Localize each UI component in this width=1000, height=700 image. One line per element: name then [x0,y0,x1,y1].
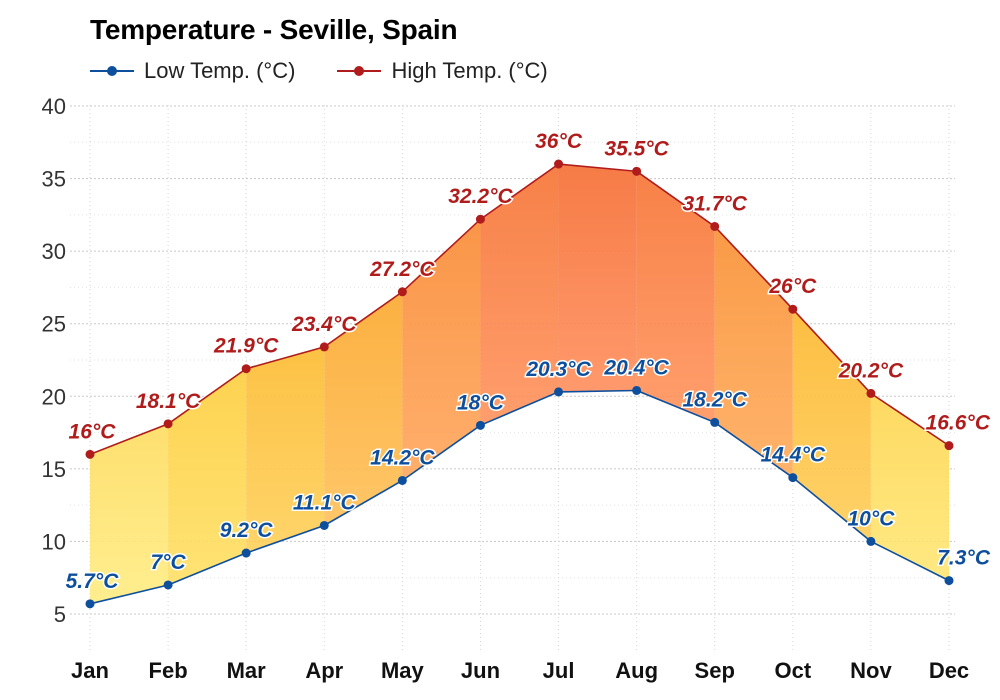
label-layer: 16°C 18.1°C 21.9°C 23.4°C 27.2°C 32.2°C 36°C 35… [64,129,992,595]
x-tick-label-sep: Sep [695,658,735,683]
temp-band-segment [792,309,871,542]
high-data-label: 16.6°C [926,412,991,435]
high-data-label: 32.2°C [448,185,513,208]
high-data-label: 23.4°C [291,313,357,336]
high-temp-point [397,287,407,297]
low-data-label: 20.3°C [525,358,591,381]
legend-low-label: Low Temp. (°C) [144,58,296,83]
y-tick-label: 35 [42,167,66,192]
low-temp-point [554,387,564,397]
temp-band-segment [870,393,949,581]
y-tick-label: 30 [42,239,66,264]
low-data-label: 10°C [847,507,895,530]
temp-band-segment [402,219,481,481]
legend-item-low: Low Temp. (°C) [88,58,295,84]
high-temp-point [319,342,329,352]
low-temp-point [866,536,876,546]
high-data-label: 26°C [768,275,817,298]
low-data-label: 9.2°C [220,519,274,542]
x-tick-label-feb: Feb [149,658,188,683]
high-data-label: 27.2°C [369,258,435,281]
y-tick-label: 40 [42,94,66,119]
high-data-label: 18.1°C [136,390,201,413]
low-temp-point [944,576,954,586]
x-tick-label-mar: Mar [227,658,267,683]
y-tick-label: 25 [42,312,66,337]
high-temp-line [89,163,950,456]
legend: Low Temp. (°C) High Temp. (°C) [88,58,548,84]
high-temp-point [710,221,720,231]
x-tick-label-jul: Jul [543,658,575,683]
temp-band-segment [246,346,325,554]
low-temp-point [632,385,642,395]
low-temp-point [475,420,485,430]
low-temp-point [163,580,173,590]
temp-band-segment [324,291,403,526]
high-data-label: 21.9°C [213,335,279,358]
chart-title: Temperature - Seville, Spain [90,14,458,45]
low-data-label: 7.3°C [937,547,991,570]
x-tick-label-nov: Nov [850,658,892,683]
x-tick-label-apr: Apr [305,658,343,683]
low-data-label: 7°C [150,551,186,574]
area-layer [90,164,949,604]
low-temp-line [89,389,950,605]
high-temp-point [241,364,251,374]
high-temp-point [554,159,564,169]
line-layer [85,159,954,609]
y-tick-label: 20 [42,384,66,409]
low-temp-point [319,520,329,530]
legend-high-label: High Temp. (°C) [391,58,548,83]
legend-item-high: High Temp. (°C) [335,58,548,84]
high-temp-point [866,388,876,398]
high-temp-point [632,166,642,176]
legend-high-swatch-icon [337,66,382,76]
high-data-label: 20.2°C [838,359,904,382]
low-temp-point [397,475,407,485]
low-data-label: 5.7°C [66,570,120,593]
y-tick-label: 15 [42,457,66,482]
low-data-label: 18°C [457,391,505,414]
low-data-label: 18.2°C [683,388,748,411]
temp-band-segment [168,368,247,585]
high-temp-point [944,441,954,451]
high-temp-point [475,214,485,224]
high-temp-point [85,449,95,459]
low-data-label: 14.2°C [370,446,435,469]
legend-low-swatch-icon [90,66,134,76]
axis-layer: 5 10 15 20 25 30 35 40 Jan Feb Mar Apr May Jun Jul Aug S… [42,94,970,683]
temp-band-segment [90,423,169,604]
x-tick-label-may: May [381,658,425,683]
x-tick-label-oct: Oct [774,658,811,683]
high-data-label: 16°C [69,420,117,443]
temp-band-segment [480,164,559,426]
y-tick-label: 5 [54,602,66,627]
low-temp-point [788,473,798,483]
high-data-label: 36°C [535,130,583,153]
x-tick-label-aug: Aug [615,658,658,683]
low-data-label: 11.1°C [293,491,357,514]
low-temp-point [85,599,95,609]
high-temp-point [163,419,173,429]
low-temp-point [710,417,720,427]
high-data-label: 31.7°C [683,192,748,215]
high-data-label: 35.5°C [604,137,669,160]
low-data-label: 20.4°C [603,356,669,379]
y-tick-label: 10 [42,529,66,554]
temp-band-segment [558,164,637,392]
low-temp-point [241,548,251,558]
x-tick-label-jun: Jun [461,658,500,683]
temp-band-segment [714,226,793,478]
low-data-label: 14.4°C [761,444,826,467]
high-temp-point [788,304,798,314]
x-tick-label-dec: Dec [929,658,969,683]
temp-band-segment [636,171,715,423]
x-tick-label-jan: Jan [71,658,109,683]
